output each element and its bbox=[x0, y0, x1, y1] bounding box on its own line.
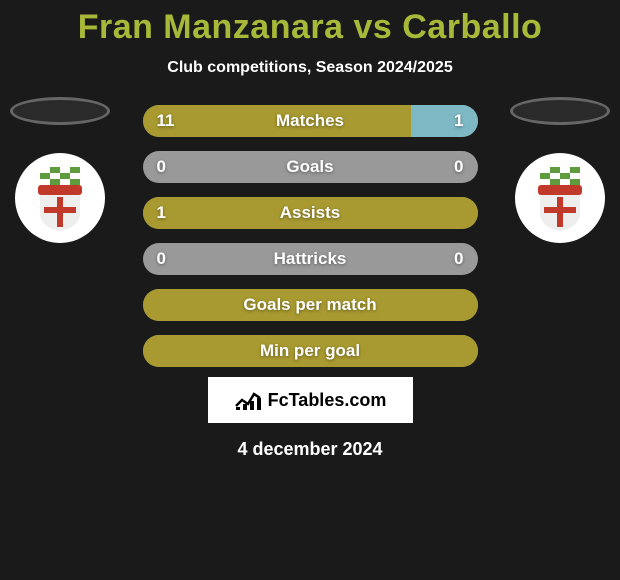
stat-bar: Goals0 0 bbox=[143, 151, 478, 183]
comparison-title: Fran Manzanara vs Carballo bbox=[0, 0, 620, 47]
content-area: Matches111Goals00Assists1Hattricks00Goal… bbox=[0, 105, 620, 460]
player-right-column bbox=[510, 97, 610, 377]
stat-label: Hattricks bbox=[143, 249, 478, 269]
club-crest-left-icon bbox=[30, 163, 90, 233]
stat-bar: Matches111 bbox=[143, 105, 478, 137]
stat-bar: Hattricks0 0 bbox=[143, 243, 478, 275]
fctables-logo: FcTables.com bbox=[208, 377, 413, 423]
stat-value-left: 11 bbox=[157, 111, 175, 131]
club-badge-left bbox=[15, 153, 105, 243]
stat-value-left: 0 bbox=[157, 249, 166, 269]
fctables-logo-text: FcTables.com bbox=[268, 390, 387, 411]
stat-bars: Matches111Goals00Assists1Hattricks00Goal… bbox=[143, 105, 478, 367]
player-left-column bbox=[10, 97, 110, 377]
stat-bar: Min per goal bbox=[143, 335, 478, 367]
stat-bar: Assists1 bbox=[143, 197, 478, 229]
chart-icon bbox=[234, 390, 262, 410]
stat-value-right: 0 bbox=[454, 157, 463, 177]
stat-value-right: 0 bbox=[454, 249, 463, 269]
stat-value-left: 1 bbox=[157, 203, 166, 223]
club-crest-right-icon bbox=[530, 163, 590, 233]
stat-value-right: 1 bbox=[454, 111, 463, 131]
player-right-placeholder bbox=[510, 97, 610, 125]
stat-label: Assists bbox=[143, 203, 478, 223]
stat-label: Goals per match bbox=[143, 295, 478, 315]
stat-label: Matches bbox=[143, 111, 478, 131]
club-badge-right bbox=[515, 153, 605, 243]
subtitle: Club competitions, Season 2024/2025 bbox=[0, 59, 620, 77]
stat-value-left: 0 bbox=[157, 157, 166, 177]
stat-label: Min per goal bbox=[143, 341, 478, 361]
stat-bar: Goals per match bbox=[143, 289, 478, 321]
player-left-placeholder bbox=[10, 97, 110, 125]
date-text: 4 december 2024 bbox=[0, 439, 620, 460]
stat-label: Goals bbox=[143, 157, 478, 177]
